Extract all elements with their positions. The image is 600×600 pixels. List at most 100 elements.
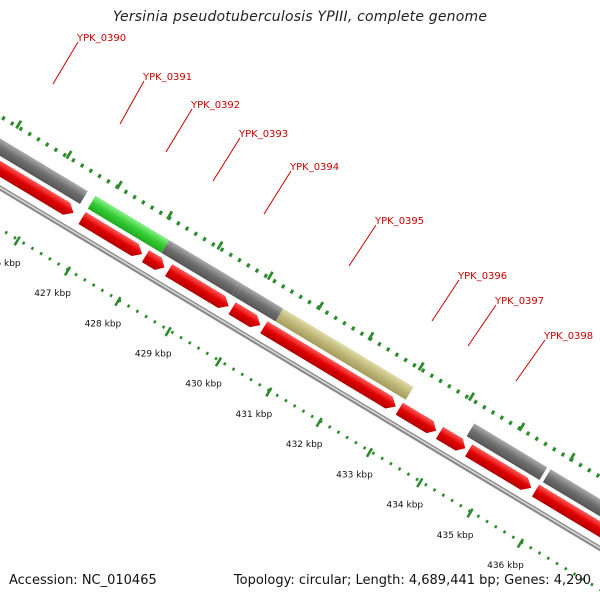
major-tick xyxy=(466,508,474,518)
minor-tick xyxy=(18,126,24,132)
minor-tick xyxy=(106,178,111,184)
gene-label[interactable]: YPK_0390 xyxy=(76,33,126,44)
minor-tick xyxy=(1,115,6,121)
cds-reverse-ypk0395[interactable] xyxy=(275,308,414,400)
minor-tick xyxy=(578,462,583,468)
cds-forward-arrow[interactable] xyxy=(260,321,399,412)
minor-tick xyxy=(123,189,129,195)
minor-tick xyxy=(289,289,295,295)
minor-tick xyxy=(158,210,164,216)
minor-tick xyxy=(237,257,242,263)
gene-label-leader xyxy=(52,41,79,85)
minor-tick xyxy=(534,436,540,442)
minor-tick xyxy=(79,163,85,169)
major-tick xyxy=(416,477,424,488)
cds-reverse-ypk0391[interactable] xyxy=(87,195,170,253)
minor-tick xyxy=(249,377,253,382)
minor-tick xyxy=(394,352,400,358)
minor-tick xyxy=(586,467,592,473)
minor-tick xyxy=(83,277,87,282)
minor-tick xyxy=(144,314,148,319)
gene-label[interactable]: YPK_0394 xyxy=(289,162,339,173)
cds-reverse-ypk0392[interactable] xyxy=(161,240,240,296)
minor-tick xyxy=(502,530,507,534)
minor-tick xyxy=(126,304,131,308)
cds-forward-arrow[interactable] xyxy=(435,426,469,454)
minor-tick xyxy=(490,410,496,415)
minor-tick xyxy=(292,403,297,408)
minor-tick xyxy=(228,252,234,258)
tick-label: 426 kbp xyxy=(0,259,21,269)
minor-tick xyxy=(91,283,96,287)
minor-tick xyxy=(424,482,428,487)
minor-tick xyxy=(406,472,411,477)
minor-tick xyxy=(412,362,417,368)
minor-tick xyxy=(263,273,269,279)
minor-tick xyxy=(397,467,402,471)
gene-label[interactable]: YPK_0395 xyxy=(374,216,424,227)
cds-forward-arrow[interactable] xyxy=(465,444,535,494)
minor-tick xyxy=(354,440,358,445)
minor-tick xyxy=(272,278,277,284)
minor-tick xyxy=(109,293,113,298)
minor-tick xyxy=(485,519,489,524)
major-tick xyxy=(518,422,526,432)
minor-tick xyxy=(196,346,201,351)
cds-reverse-ypk0390[interactable] xyxy=(0,128,88,204)
major-tick xyxy=(516,538,525,549)
minor-tick xyxy=(590,582,594,587)
minor-tick xyxy=(420,367,426,373)
gene-label[interactable]: YPK_0391 xyxy=(142,72,192,83)
cds-reverse-ypk0394[interactable] xyxy=(235,284,284,322)
major-tick xyxy=(315,417,323,428)
gene-label[interactable]: YPK_0392 xyxy=(190,100,240,111)
minor-tick xyxy=(135,309,140,314)
minor-tick xyxy=(438,378,443,384)
cds-forward-arrow[interactable] xyxy=(395,402,440,437)
cds-reverse-ypk0397[interactable] xyxy=(542,469,600,539)
tick-label: 432 kbp xyxy=(286,440,323,450)
cds-forward-arrow[interactable] xyxy=(165,264,232,312)
gene-label[interactable]: YPK_0393 xyxy=(238,129,288,140)
minor-tick xyxy=(511,535,516,540)
tick-label: 428 kbp xyxy=(85,319,122,329)
minor-tick xyxy=(464,394,470,400)
minor-tick xyxy=(385,346,391,352)
cds-forward-arrow[interactable] xyxy=(0,139,77,218)
cds-forward-arrow[interactable] xyxy=(531,484,600,559)
minor-tick xyxy=(140,199,146,205)
minor-tick xyxy=(459,503,463,508)
major-tick xyxy=(568,452,576,462)
minor-tick xyxy=(187,340,192,345)
minor-tick xyxy=(508,420,513,426)
minor-tick xyxy=(153,319,157,324)
gene-label[interactable]: YPK_0396 xyxy=(457,271,507,282)
tick-label: 434 kbp xyxy=(386,501,423,511)
cds-reverse-ypk0396[interactable] xyxy=(466,423,548,481)
gene-label-leader xyxy=(119,80,145,125)
tick-label: 436 kbp xyxy=(487,561,524,571)
minor-tick xyxy=(432,488,437,492)
gene-label[interactable]: YPK_0398 xyxy=(543,331,593,342)
cds-forward-arrow[interactable] xyxy=(78,212,145,260)
minor-tick xyxy=(441,493,446,498)
minor-tick xyxy=(345,435,349,440)
major-tick xyxy=(15,119,23,130)
major-tick xyxy=(317,301,325,311)
minor-tick xyxy=(170,330,175,335)
gene-label[interactable]: YPK_0397 xyxy=(494,296,544,307)
cds-forward-arrow[interactable] xyxy=(141,250,168,273)
minor-tick xyxy=(56,262,61,266)
minor-tick xyxy=(39,251,43,256)
tick-label: 427 kbp xyxy=(34,289,71,299)
minor-tick xyxy=(74,272,78,277)
gene-label-leader xyxy=(212,137,241,182)
cds-reverse-ypk0393[interactable] xyxy=(231,282,243,298)
cds-forward-arrow[interactable] xyxy=(228,302,263,331)
minor-tick xyxy=(97,173,102,179)
minor-tick xyxy=(324,310,330,316)
minor-tick xyxy=(48,256,52,261)
minor-tick xyxy=(447,383,452,389)
minor-tick xyxy=(205,351,210,356)
minor-tick xyxy=(473,399,478,405)
